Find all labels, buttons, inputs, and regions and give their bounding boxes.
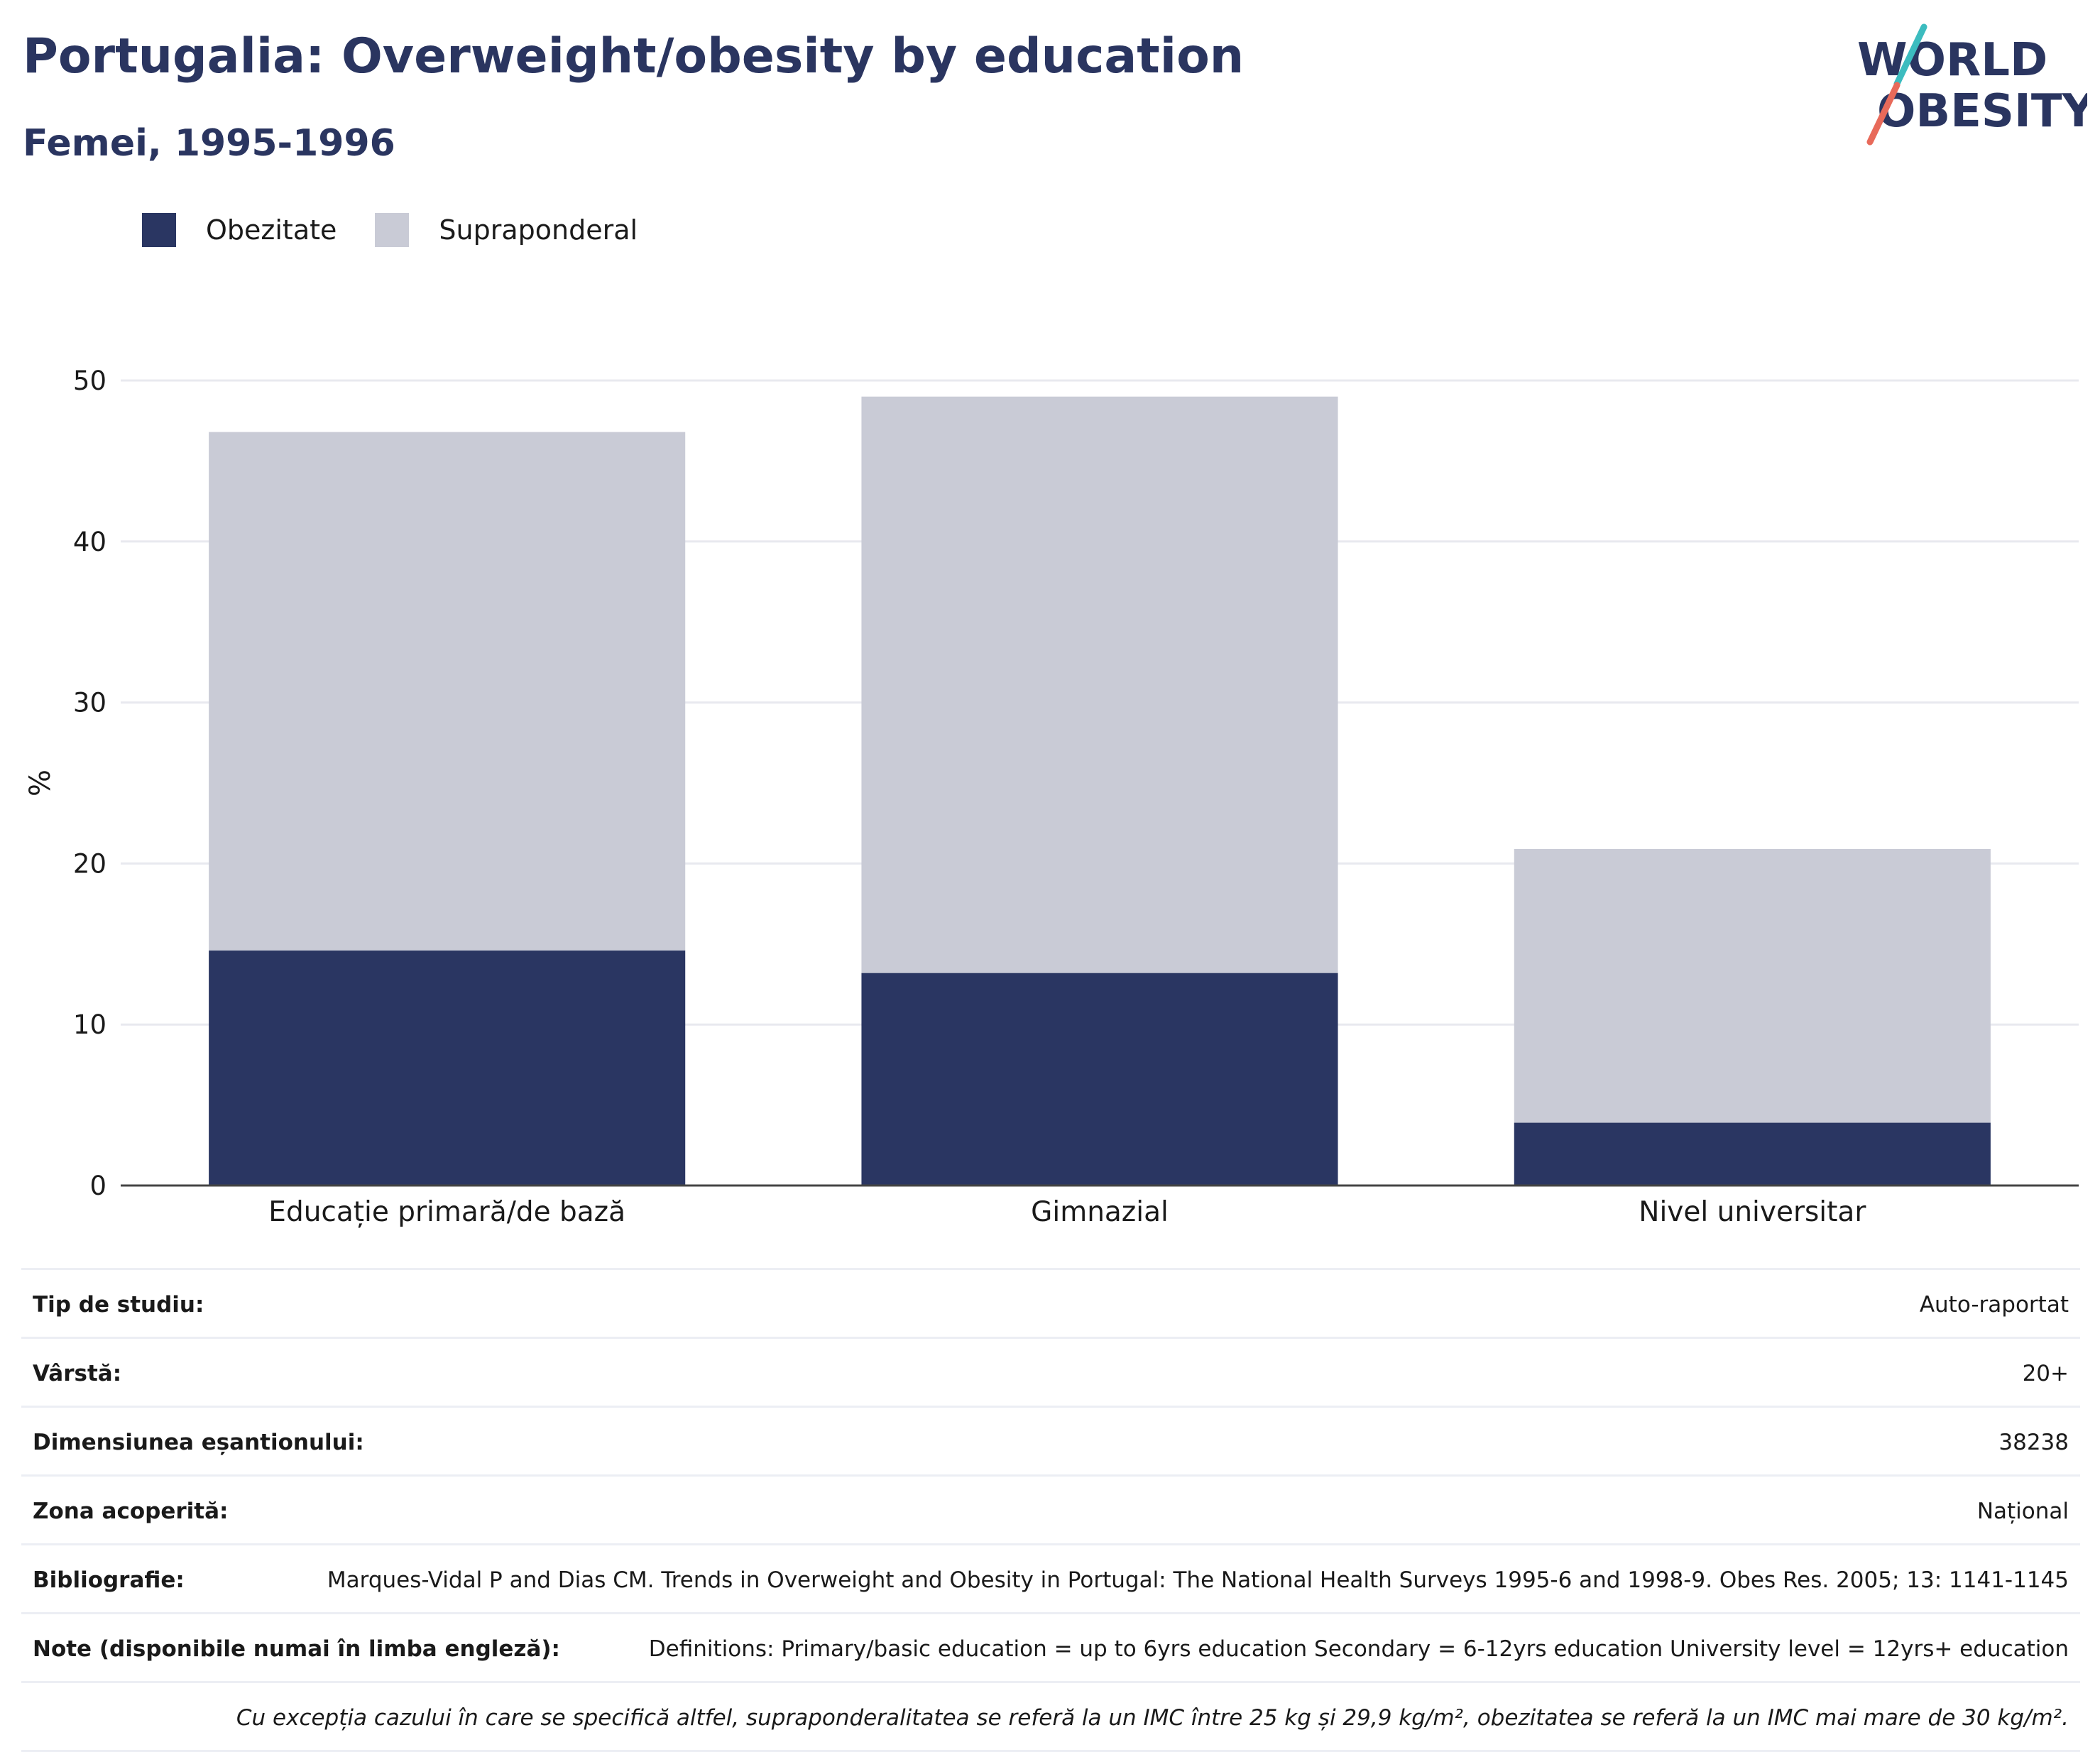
footnote: Cu excepția cazului în care se specifică…	[21, 1683, 2080, 1752]
x-tick-label: Gimnazial	[1031, 1196, 1169, 1228]
y-tick-label: 50	[73, 366, 106, 396]
info-row: Zona acoperită: Național	[21, 1477, 2080, 1545]
info-label: Zona acoperită:	[33, 1499, 229, 1524]
info-label: Bibliografie:	[33, 1567, 185, 1593]
info-value: 20+	[2022, 1361, 2069, 1386]
bar-supraponderal-2	[1514, 848, 1991, 1123]
info-value: Auto-raportat	[1919, 1292, 2069, 1318]
y-tick-label: 30	[73, 688, 106, 718]
legend-swatch-obezitate	[142, 213, 176, 247]
info-row: Note (disponibile numai în limba engleză…	[21, 1614, 2080, 1683]
y-axis-label: %	[24, 770, 57, 796]
info-value: Național	[1976, 1499, 2069, 1524]
info-row: Vârstă: 20+	[21, 1339, 2080, 1408]
x-tick-label: Educație primară/de bază	[268, 1196, 625, 1228]
logo-text-world: WORLD	[1857, 34, 2047, 87]
y-tick-label: 40	[73, 527, 106, 557]
legend-item-obezitate[interactable]: Obezitate	[142, 213, 337, 247]
logo-text-obesity: OBESITY	[1877, 85, 2087, 138]
bar-supraponderal-0	[209, 432, 686, 951]
info-value: 38238	[1998, 1430, 2069, 1455]
chart-title: Portugalia: Overweight/obesity by educat…	[23, 28, 1245, 84]
info-label: Dimensiunea eșantionului:	[33, 1430, 364, 1455]
bar-obezitate-0	[209, 950, 686, 1186]
info-label: Note (disponibile numai în limba engleză…	[33, 1636, 560, 1662]
info-row: Tip de studiu: Auto-raportat	[21, 1270, 2080, 1339]
legend-swatch-supraponderal	[375, 213, 410, 247]
legend-label-obezitate: Obezitate	[206, 214, 337, 246]
bar-obezitate-2	[1514, 1122, 1991, 1186]
y-tick-label: 20	[73, 848, 106, 879]
info-value: Definitions: Primary/basic education = u…	[648, 1636, 2069, 1662]
legend: Obezitate Supraponderal	[142, 213, 676, 247]
bar-chart: 0 10 20 30 40 50% Educație primară/de bază Gimn…	[24, 366, 2079, 1228]
info-row: Bibliografie: Marques-Vidal P and Dias CM…	[21, 1545, 2080, 1614]
bar-supraponderal-1	[861, 396, 1338, 973]
info-value: Marques-Vidal P and Dias CM. Trends in O…	[327, 1567, 2069, 1593]
legend-label-supraponderal: Supraponderal	[439, 214, 638, 246]
bar-obezitate-1	[861, 973, 1338, 1186]
world-obesity-logo: WORLD OBESITY	[1857, 23, 2087, 146]
x-tick-label: Nivel universitar	[1639, 1196, 1866, 1228]
info-row: Dimensiunea eșantionului: 38238	[21, 1408, 2080, 1477]
info-label: Tip de studiu:	[33, 1292, 204, 1318]
info-table: Tip de studiu: Auto-raportat Vârstă: 20+ Dim…	[21, 1268, 2080, 1752]
chart-subtitle: Femei, 1995-1996	[23, 122, 395, 165]
y-tick-label: 10	[73, 1009, 106, 1040]
info-label: Vârstă:	[33, 1361, 122, 1386]
y-tick-label: 0	[89, 1171, 106, 1201]
legend-item-supraponderal[interactable]: Supraponderal	[375, 213, 638, 247]
